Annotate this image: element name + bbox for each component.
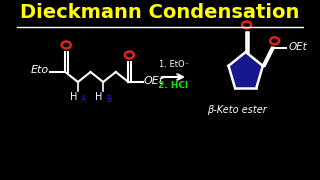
Text: β-Keto ester: β-Keto ester [207, 105, 267, 115]
Text: A: A [81, 95, 86, 104]
Text: Dieckmann Condensation: Dieckmann Condensation [20, 3, 300, 22]
Text: Eto: Eto [31, 65, 49, 75]
Text: H: H [70, 92, 77, 102]
Text: 1. EtO⁻: 1. EtO⁻ [158, 60, 188, 69]
Text: OEt: OEt [288, 42, 307, 52]
Text: OEt: OEt [144, 76, 164, 86]
Text: 2. HCl: 2. HCl [158, 81, 188, 90]
Text: B: B [106, 95, 111, 104]
Text: H: H [95, 92, 102, 102]
Polygon shape [228, 52, 263, 88]
